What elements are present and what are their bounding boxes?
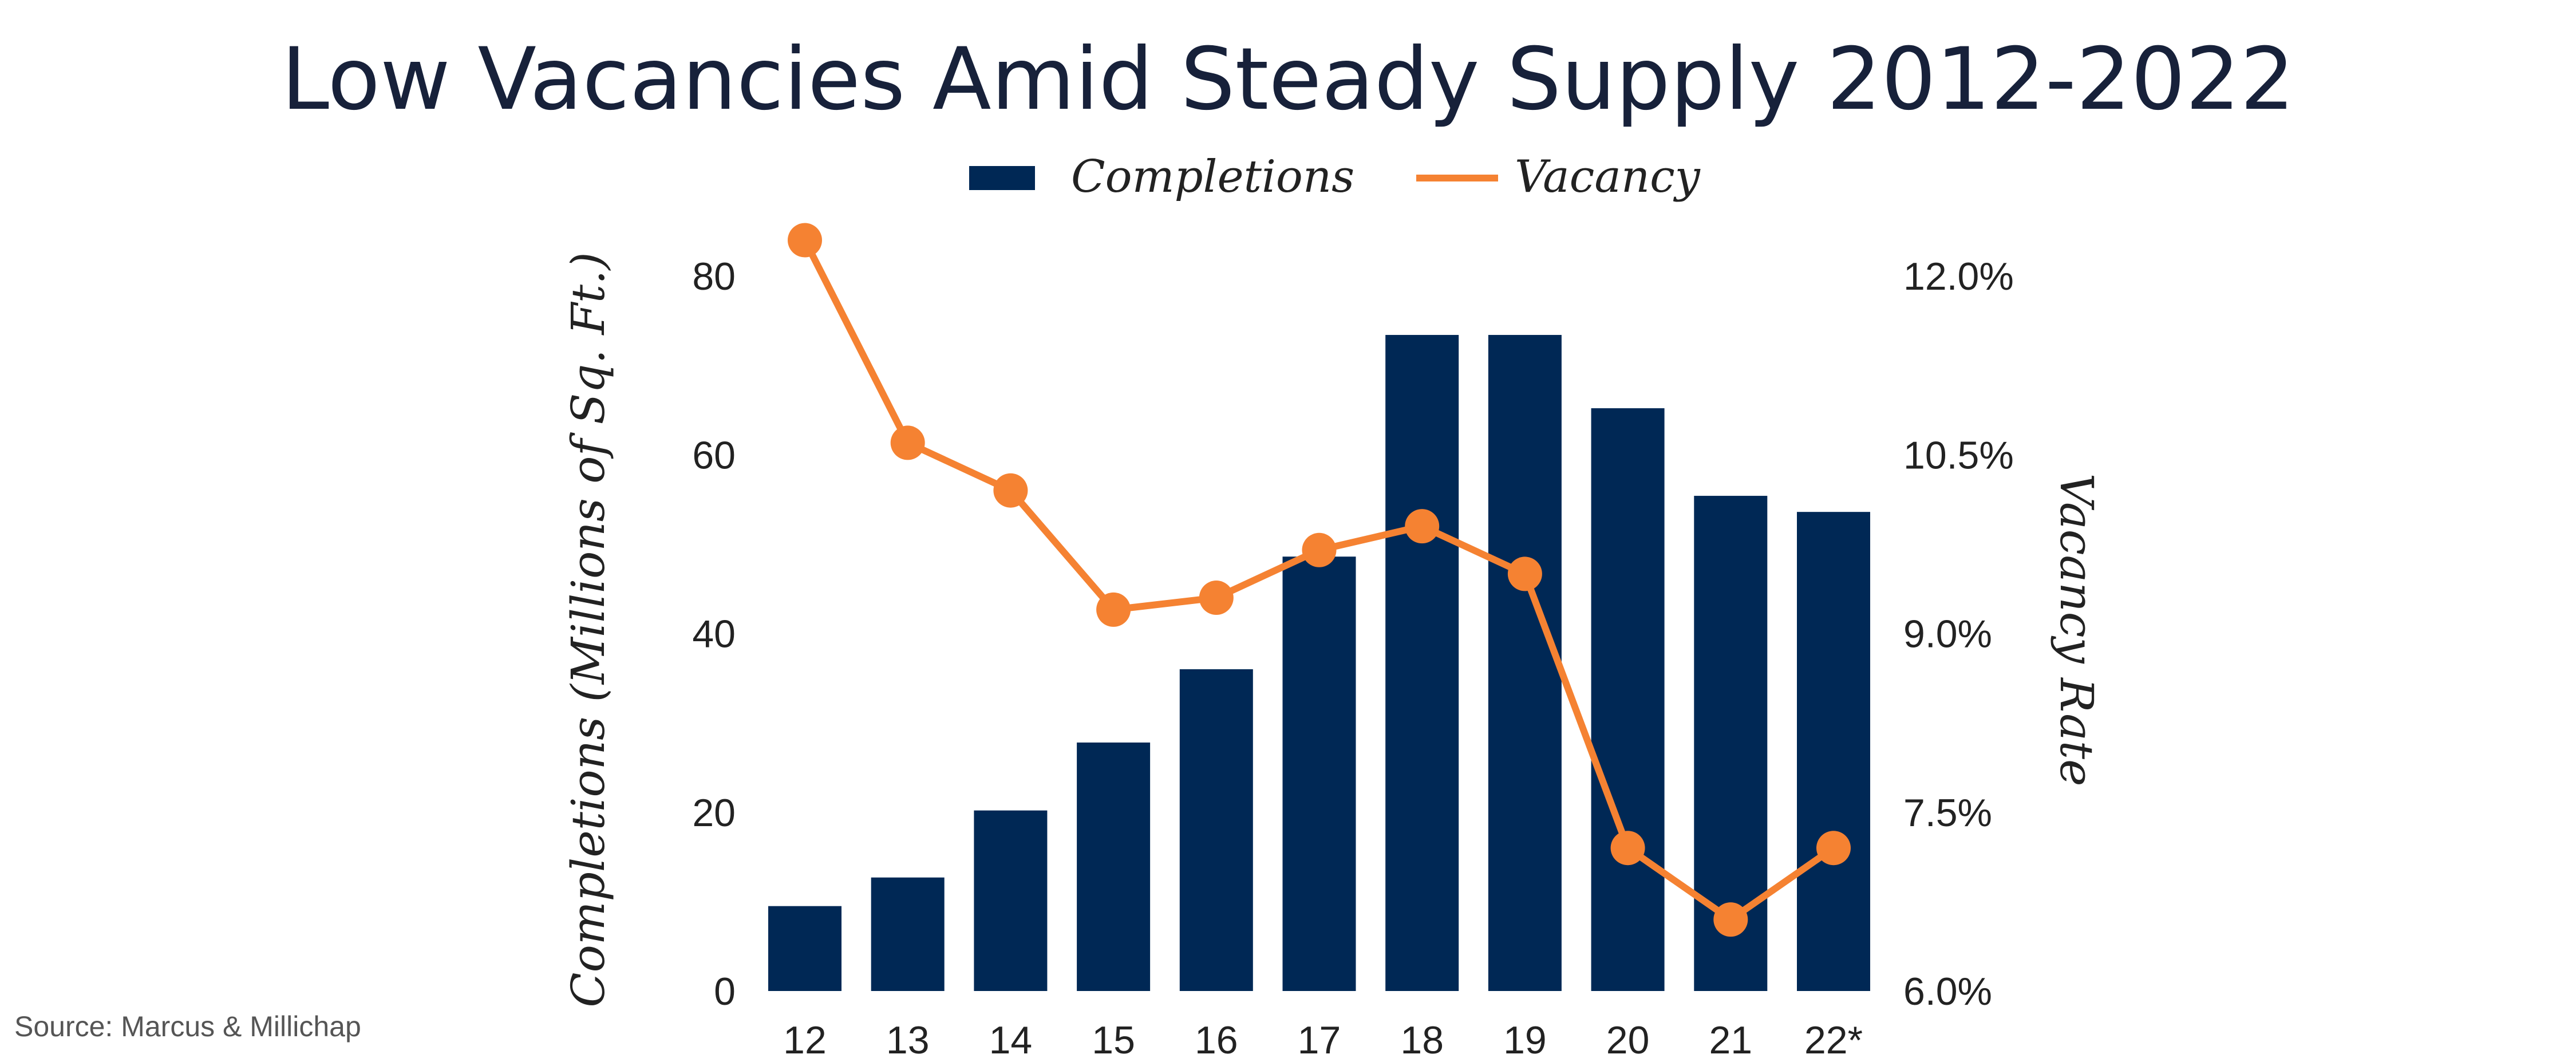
x-tick-label: 13 [886,1018,930,1062]
bar-completions [1385,335,1459,991]
point-vacancy [993,473,1028,508]
bar-completions [1591,408,1665,991]
x-tick-label: 16 [1195,1018,1238,1062]
point-vacancy [1096,592,1131,627]
legend-label-completions: Completions [1071,151,1354,203]
x-tick-label: 12 [783,1018,827,1062]
y2-axis-title: Vacancy Rate [2050,473,2103,787]
x-tick-label: 17 [1298,1018,1341,1062]
point-vacancy [788,223,822,258]
y-tick-label: 40 [692,613,736,656]
x-tick-label: 22* [1804,1018,1863,1062]
legend-swatch-completions [969,166,1035,190]
legend: Completions Vacancy [969,151,1701,203]
x-tick-label: 14 [989,1018,1033,1062]
chart-title: Low Vacancies Amid Steady Supply 2012-20… [281,30,2294,129]
bar-completions [1282,556,1356,991]
y2-tick-label: 10.5% [1903,433,2014,477]
point-vacancy [1713,902,1748,937]
point-vacancy [1816,831,1851,866]
x-tick-label: 15 [1092,1018,1135,1062]
y2-tick-label: 9.0% [1903,613,1992,656]
point-vacancy [1610,831,1645,866]
source-note: Source: Marcus & Millichap [14,1010,361,1043]
point-vacancy [1405,509,1440,544]
point-vacancy [1302,532,1337,567]
bar-completions [1797,512,1870,991]
bar-completions [974,810,1048,991]
y2-tick-label: 6.0% [1903,970,1992,1013]
point-vacancy [890,425,925,460]
legend-label-vacancy: Vacancy [1515,151,1701,203]
point-vacancy [1507,556,1542,591]
y-tick-label: 0 [714,970,736,1013]
y2-tick-label: 12.0% [1903,255,2014,298]
y-tick-label: 20 [692,791,736,835]
x-tick-label: 19 [1503,1018,1547,1062]
point-vacancy [1199,581,1234,615]
y-axis-title: Completions (Millions of Sq. Ft.) [562,252,615,1007]
x-tick-label: 20 [1606,1018,1650,1062]
bar-completions [1077,742,1151,991]
y-tick-label: 80 [692,255,736,298]
bar-completions [1488,335,1562,991]
y-tick-label: 60 [692,433,736,477]
bar-completions [768,906,841,991]
x-tick-label: 18 [1400,1018,1444,1062]
y2-tick-label: 7.5% [1903,791,1992,835]
bar-completions [1179,669,1253,991]
x-tick-label: 21 [1709,1018,1752,1062]
bar-completions [871,877,945,991]
